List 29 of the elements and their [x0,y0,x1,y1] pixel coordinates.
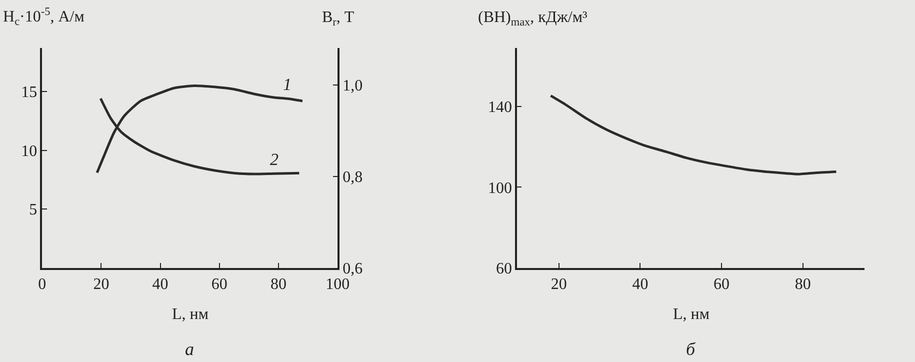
x-tick-label: 0 [38,276,46,293]
text: а [185,339,194,359]
x-tick-label: 40 [152,276,168,293]
x-tick-label: 100 [326,276,350,293]
x-tick-label: 60 [714,276,730,293]
y-tick-label: 140 [488,99,512,116]
y-tick-label: 5 [29,202,38,219]
x-axis-title: L, нм [172,306,208,323]
x-tick-label: 60 [211,276,228,293]
y-tick-label: 10 [21,142,38,160]
y-axis-title: (BH)$_{max}$, кДж/м³ [478,9,588,28]
y-tick-label: 60 [496,260,512,278]
series-label: 1 [283,75,292,94]
y2-axis-title: B$_{r}$, Т [322,9,354,28]
y-tick-label: 15 [21,84,38,102]
x-tick-label: 20 [93,276,110,293]
x-axis-title: L, нм [673,306,710,323]
y2-tick-label: 1,0 [342,77,363,94]
x-tick-label: 80 [794,276,811,293]
x-tick-label: 80 [270,276,287,293]
y2-tick-label: 0,8 [342,168,363,186]
x-tick-label: 40 [632,276,648,293]
x-tick-label: 20 [550,276,567,293]
y-axis-title: H$_{c}$·10$^{-5}$, А/м [3,6,84,28]
text: б [686,339,696,359]
y2-tick-label: 0,6 [342,260,363,278]
series-label: 2 [270,150,279,169]
y-tick-label: 100 [488,180,512,197]
line-series [549,94,838,176]
